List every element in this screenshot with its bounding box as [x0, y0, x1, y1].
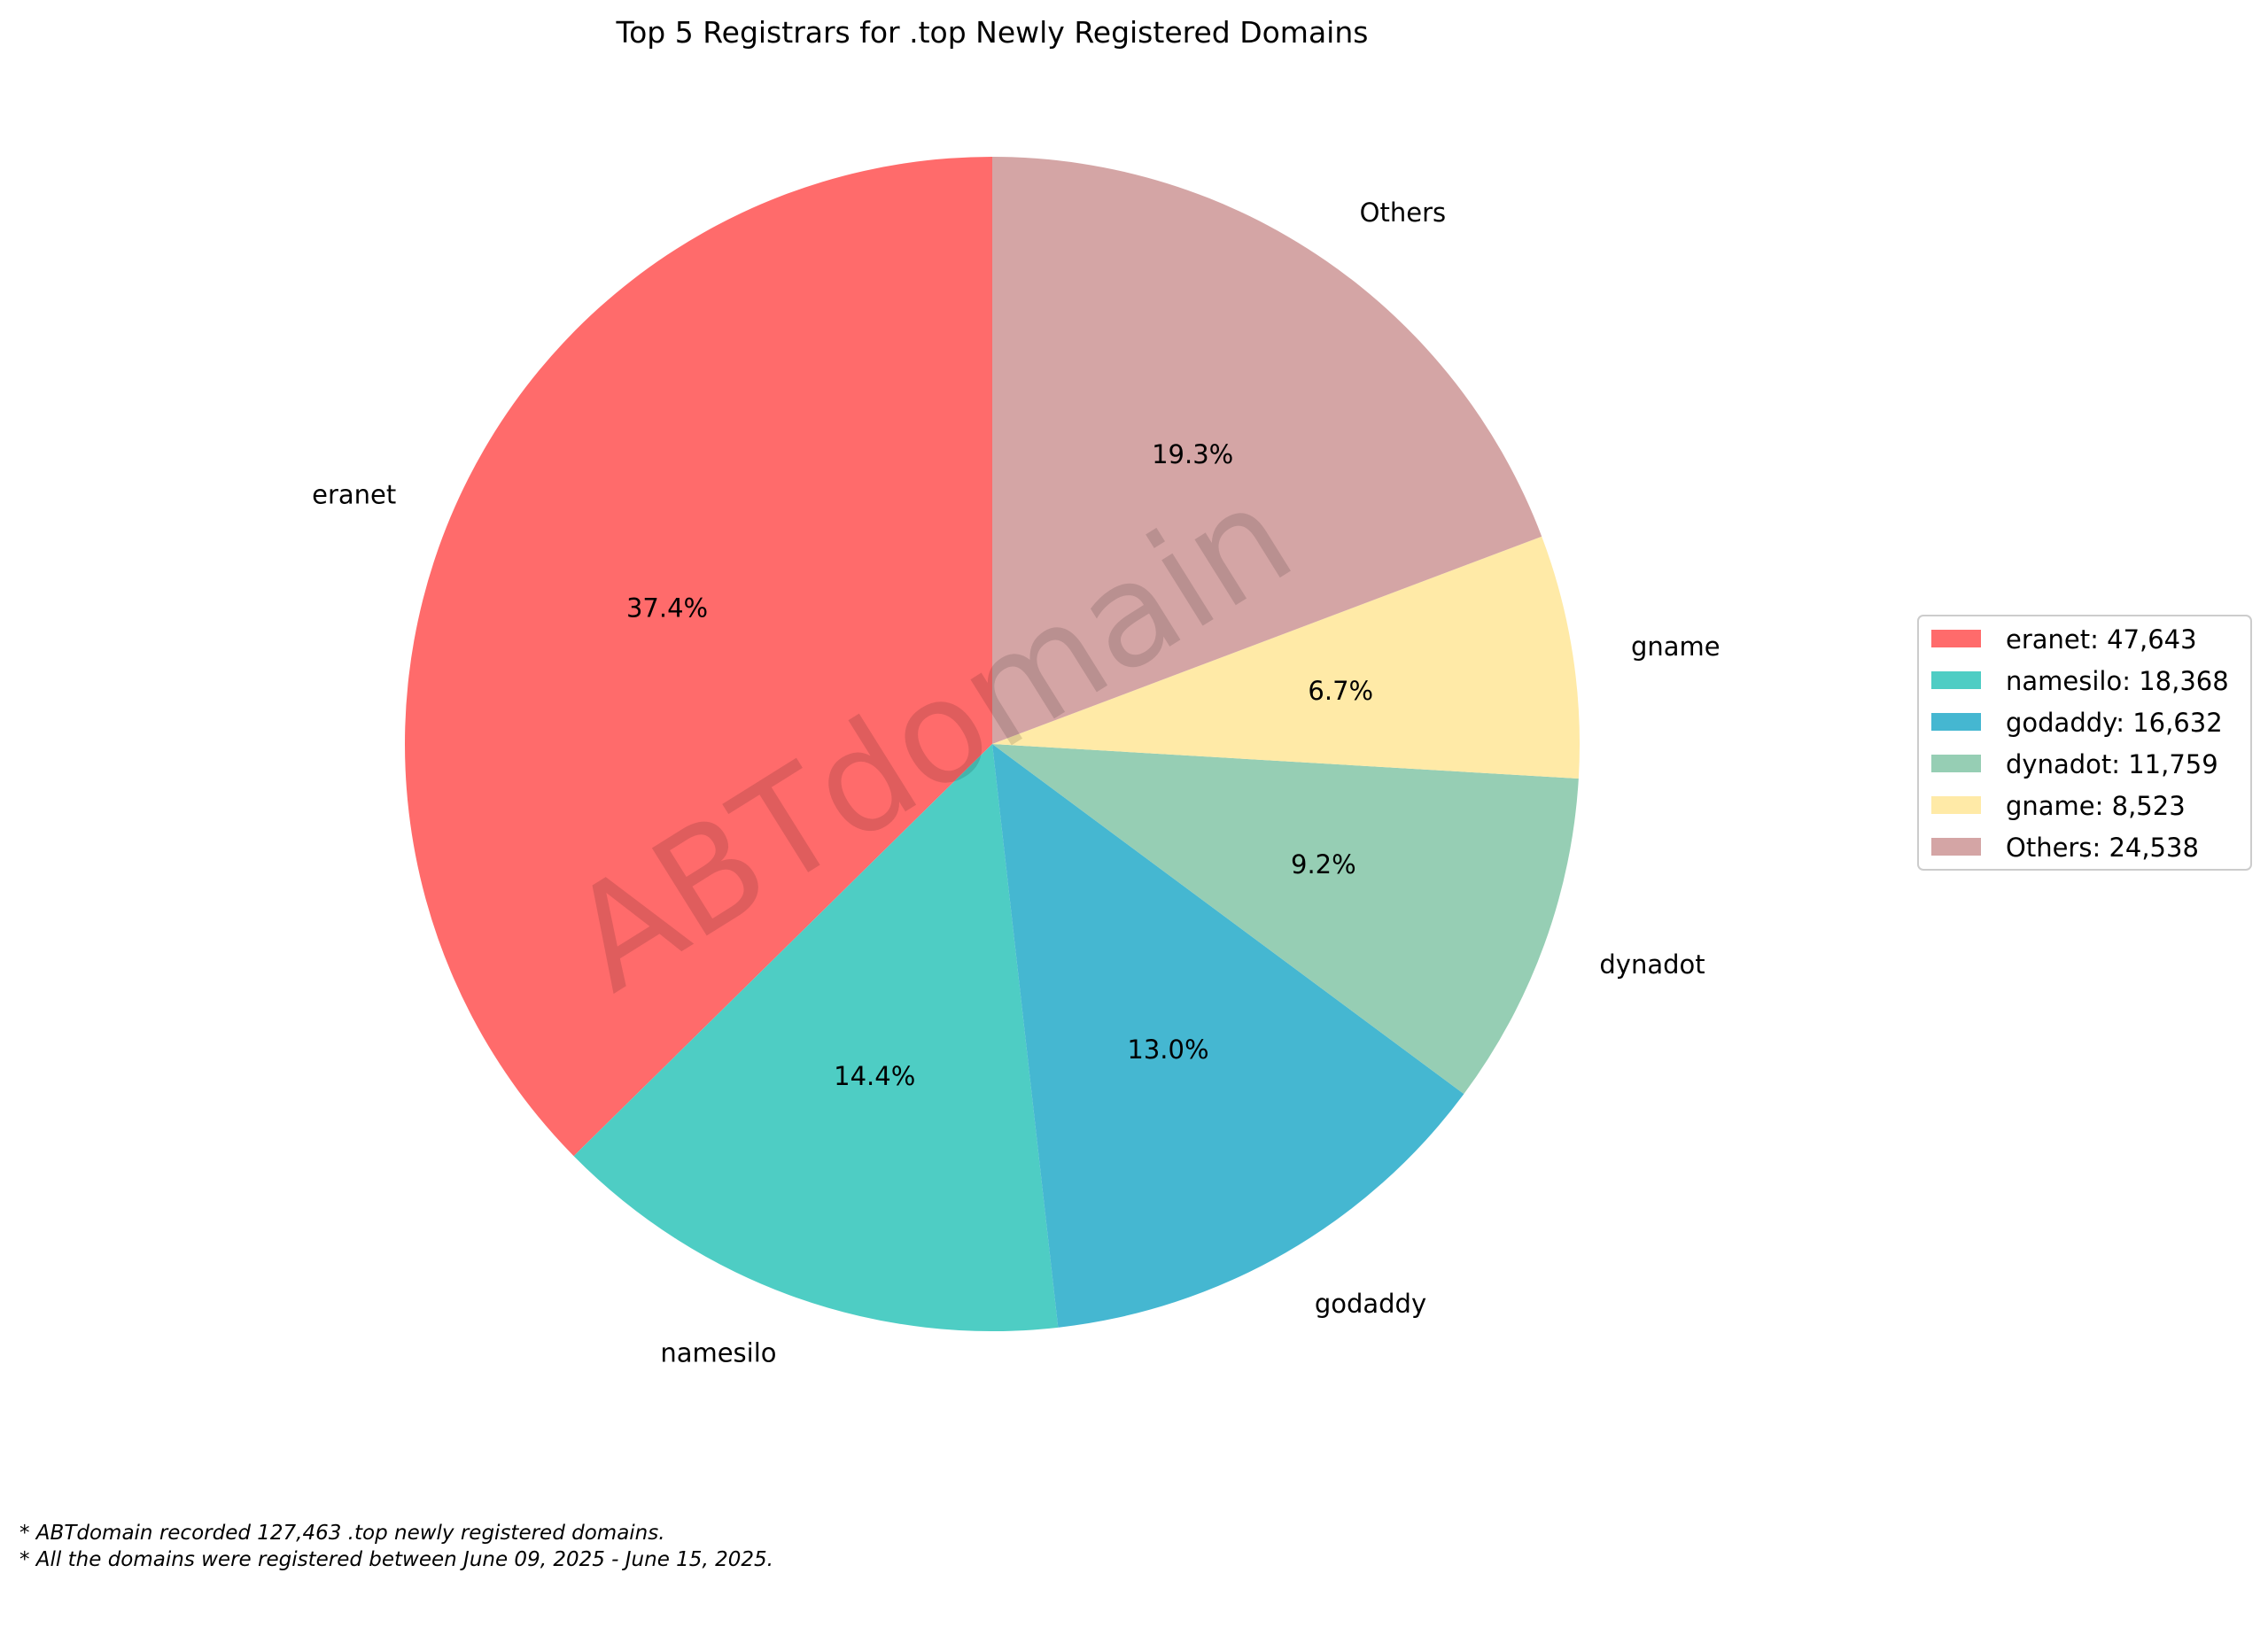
percent-label-others: 19.3% [1152, 439, 1233, 469]
legend-swatch-eranet [1931, 630, 1981, 647]
legend-label-namesilo: namesilo: 18,368 [2006, 666, 2229, 696]
percent-label-gname: 6.7% [1308, 676, 1373, 706]
legend-label-eranet: eranet: 47,643 [2006, 624, 2197, 655]
pie-slices [405, 157, 1580, 1331]
footnote-date-range: * All the domains were registered betwee… [19, 1548, 773, 1571]
slice-labels: eranet namesilo godaddy dynadot gname Others [312, 198, 1720, 1368]
percent-labels: 37.4% 14.4% 13.0% 9.2% 6.7% 19.3% [626, 439, 1373, 1091]
chart-title: Top 5 Registrars for .top Newly Register… [616, 15, 1369, 50]
legend-label-dynadot: dynadot: 11,759 [2006, 749, 2218, 779]
slice-label-namesilo: namesilo [660, 1337, 776, 1368]
legend-label-others: Others: 24,538 [2006, 833, 2199, 863]
percent-label-godaddy: 13.0% [1127, 1034, 1208, 1065]
slice-label-eranet: eranet [312, 479, 396, 509]
pie-slice-namesilo [573, 744, 1059, 1331]
legend-swatch-dynadot [1931, 755, 1981, 772]
slice-label-gname: gname [1631, 632, 1720, 662]
legend-label-gname: gname: 8,523 [2006, 791, 2186, 821]
legend-swatch-godaddy [1931, 713, 1981, 731]
pie-slice-godaddy [992, 744, 1464, 1328]
percent-label-namesilo: 14.4% [834, 1061, 915, 1091]
percent-label-dynadot: 9.2% [1291, 849, 1356, 879]
slice-label-others: Others [1360, 198, 1446, 228]
legend-swatch-others [1931, 838, 1981, 856]
footnote-total: * ABTdomain recorded 127,463 .top newly … [19, 1522, 665, 1545]
pie-slice-others [992, 157, 1542, 744]
legend-swatch-gname [1931, 796, 1981, 814]
pie-slice-eranet [405, 157, 992, 1157]
pie-slice-gname [992, 536, 1580, 779]
pie-slice-dynadot [992, 744, 1579, 1095]
legend-swatch-namesilo [1931, 671, 1981, 689]
percent-label-eranet: 37.4% [626, 593, 708, 623]
slice-label-godaddy: godaddy [1315, 1289, 1426, 1319]
legend-label-godaddy: godaddy: 16,632 [2006, 708, 2223, 738]
legend-frame [1917, 615, 2252, 871]
slice-label-dynadot: dynadot [1599, 949, 1705, 980]
legend: eranet: 47,643 namesilo: 18,368 godaddy: 1… [1917, 615, 2252, 871]
